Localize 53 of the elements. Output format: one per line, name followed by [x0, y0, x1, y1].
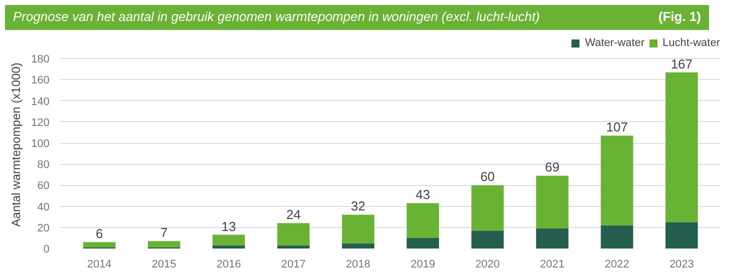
y-tick-label: 20: [37, 222, 50, 234]
x-tick-label: 2018: [346, 258, 370, 270]
bar: [536, 228, 568, 248]
total-label: 32: [350, 198, 366, 214]
legend-label: Water-water: [585, 37, 645, 49]
total-label: 107: [606, 120, 628, 135]
total-label: 7: [160, 225, 168, 240]
legend-label: Lucht-water: [662, 37, 720, 49]
chart-title: Prognose van het aantal in gebruik genomen warmtepompen in woningen (excl. lucht-lucht): [13, 8, 540, 26]
bar: [600, 225, 634, 248]
bar: [342, 214, 374, 244]
bar: [148, 241, 180, 248]
bar: [406, 203, 440, 238]
bar: [83, 242, 116, 248]
bar: [212, 234, 245, 246]
bar: [277, 223, 310, 246]
x-tick-label: 2014: [87, 258, 112, 270]
total-label: 13: [222, 218, 236, 234]
total-label: 60: [480, 169, 495, 184]
y-tick-label: 40: [37, 201, 50, 214]
bar: [471, 230, 504, 248]
x-tick-label: 2020: [475, 258, 500, 270]
y-tick-label: 60: [37, 180, 50, 192]
text: (Fig. 1): [658, 8, 701, 26]
x-tick-label: 2017: [281, 258, 306, 270]
bar: [600, 136, 634, 226]
x-tick-label: 2022: [604, 258, 630, 270]
bar: [342, 243, 374, 248]
x-tick-label: 2019: [410, 258, 436, 270]
bar: [406, 238, 440, 248]
bar: [666, 72, 698, 222]
total-label: 6: [96, 226, 103, 242]
x-tick-label: 2015: [152, 258, 176, 270]
y-tick-label: 100: [31, 138, 50, 150]
total-label: 24: [286, 207, 301, 222]
y-tick-label: 80: [37, 159, 50, 172]
total-label: 167: [670, 56, 693, 72]
bar: [536, 176, 568, 228]
x-tick-label: 2023: [669, 258, 694, 270]
y-tick-label: 120: [31, 116, 50, 129]
bar: [277, 245, 310, 248]
bar: [212, 245, 245, 248]
y-tick-label: 0: [43, 244, 50, 256]
bar: [471, 185, 504, 231]
y-tick-label: 160: [31, 74, 50, 87]
total-label: 69: [545, 160, 560, 175]
y-tick-label: 140: [31, 96, 50, 108]
y-axis-title: Aantal warmtepompen (x1000): [9, 62, 24, 227]
total-label: 43: [416, 187, 430, 202]
bar: [666, 222, 698, 248]
x-tick-label: 2021: [540, 258, 565, 270]
x-tick-label: 2016: [216, 258, 241, 270]
y-tick-label: 180: [31, 54, 50, 66]
